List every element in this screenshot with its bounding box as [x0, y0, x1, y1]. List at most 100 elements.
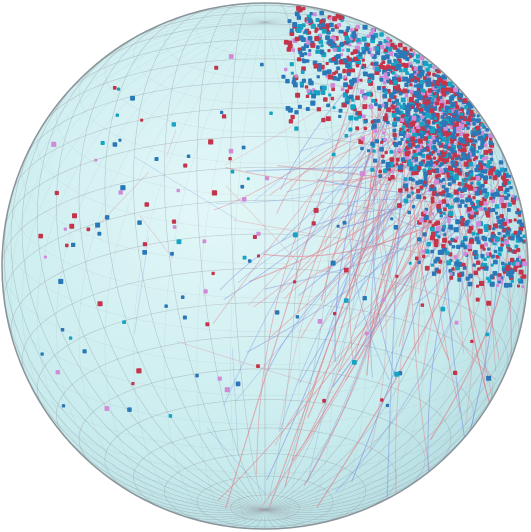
data-point [319, 10, 324, 16]
data-point [400, 104, 405, 110]
data-point [372, 149, 376, 153]
data-point [452, 131, 457, 135]
data-point [449, 147, 454, 152]
data-point [499, 214, 504, 219]
data-point [462, 187, 467, 192]
trajectory-line [321, 206, 369, 244]
data-point [400, 97, 406, 103]
longitude-line [78, 21, 266, 513]
data-point [448, 143, 452, 147]
data-point [474, 190, 480, 196]
data-point [228, 148, 234, 154]
data-point [394, 98, 399, 103]
data-point [474, 208, 478, 213]
data-point [447, 240, 451, 244]
data-point [214, 65, 219, 70]
data-point [425, 249, 430, 254]
data-point [395, 157, 400, 162]
data-point [104, 406, 110, 411]
data-point [498, 224, 503, 229]
data-point [408, 161, 413, 167]
data-point [361, 46, 365, 51]
data-point [368, 104, 374, 110]
data-point [446, 260, 452, 266]
data-point [398, 141, 403, 146]
longitude-line [2, 265, 266, 511]
data-point [454, 167, 460, 173]
data-point [476, 284, 480, 288]
data-point [430, 184, 435, 189]
data-point [398, 188, 403, 193]
data-point [394, 60, 399, 65]
data-point [435, 101, 440, 106]
trajectory-line [310, 199, 445, 216]
data-point [426, 77, 431, 83]
data-point [394, 371, 400, 377]
data-point [337, 73, 343, 78]
data-point [434, 85, 438, 89]
data-point [508, 174, 512, 178]
data-point [517, 230, 523, 235]
data-point [304, 85, 309, 89]
data-point [411, 205, 416, 209]
data-points [38, 5, 528, 418]
data-point [428, 63, 433, 69]
data-point [437, 208, 442, 213]
data-point [437, 249, 443, 255]
data-point [493, 259, 498, 265]
data-point [416, 188, 421, 193]
data-point [384, 113, 388, 117]
data-point [112, 142, 118, 147]
data-point [431, 150, 435, 154]
data-point [514, 244, 519, 249]
data-point [351, 33, 357, 39]
data-point [469, 172, 474, 177]
data-point [437, 141, 442, 146]
data-point [131, 382, 135, 386]
data-point [301, 78, 306, 83]
data-point [429, 160, 433, 164]
data-point [82, 349, 87, 354]
data-point [355, 24, 360, 30]
data-point [332, 16, 338, 22]
data-point [374, 66, 380, 72]
data-point [72, 213, 77, 219]
data-point [466, 155, 471, 160]
longitude-line [78, 19, 266, 511]
data-point [518, 236, 523, 241]
data-point [489, 157, 494, 161]
data-point [441, 137, 447, 142]
data-point [171, 122, 176, 127]
data-point [418, 161, 424, 167]
data-point [314, 27, 319, 32]
data-point [380, 44, 385, 50]
data-point [373, 158, 378, 163]
data-point [482, 157, 486, 161]
data-point [409, 48, 413, 52]
data-point [469, 238, 474, 244]
data-point [446, 217, 451, 221]
data-point [388, 177, 392, 181]
data-point [379, 32, 384, 37]
data-point [331, 87, 335, 92]
latitude-line [264, 343, 517, 425]
data-point [140, 118, 144, 122]
trajectory-line [369, 235, 387, 453]
data-point [292, 232, 298, 238]
data-point [403, 63, 409, 68]
data-point [470, 201, 474, 205]
data-point [294, 74, 298, 78]
data-point [275, 310, 280, 315]
data-point [472, 176, 477, 181]
data-point [69, 223, 75, 229]
data-point [361, 65, 365, 70]
data-point [497, 252, 502, 257]
data-point [374, 46, 380, 51]
data-point [454, 109, 459, 113]
data-point [437, 89, 441, 93]
data-point [51, 141, 57, 147]
data-point [350, 104, 356, 110]
data-point [287, 19, 292, 24]
longitude-line [264, 509, 291, 529]
